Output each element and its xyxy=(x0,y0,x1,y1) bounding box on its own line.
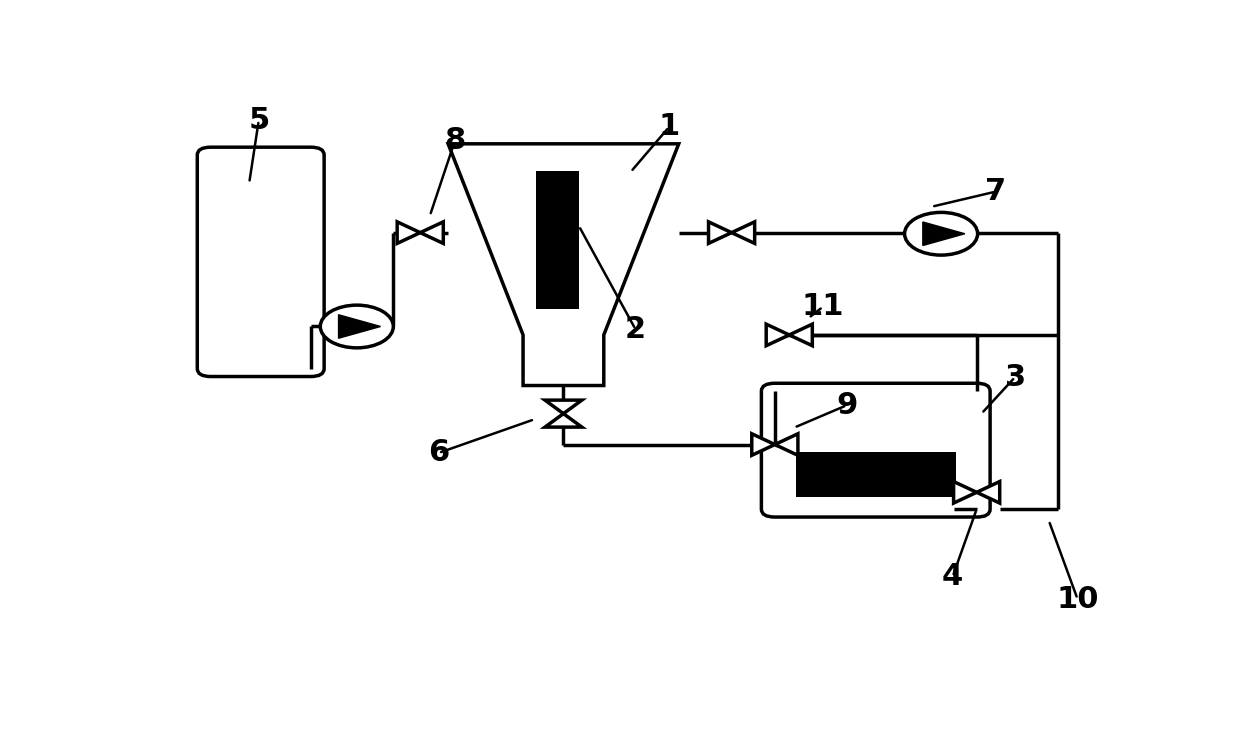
Polygon shape xyxy=(775,434,797,456)
Polygon shape xyxy=(954,482,977,503)
Polygon shape xyxy=(977,482,999,503)
Text: 10: 10 xyxy=(1056,585,1099,614)
Polygon shape xyxy=(708,222,732,243)
Polygon shape xyxy=(789,324,812,346)
Polygon shape xyxy=(339,315,381,338)
Text: 2: 2 xyxy=(625,315,646,344)
Text: 9: 9 xyxy=(836,391,858,420)
Polygon shape xyxy=(397,222,420,243)
Text: 5: 5 xyxy=(248,106,269,135)
Text: 6: 6 xyxy=(428,439,449,467)
Polygon shape xyxy=(751,434,775,456)
Polygon shape xyxy=(544,400,582,414)
Polygon shape xyxy=(766,324,789,346)
Circle shape xyxy=(320,305,393,348)
Polygon shape xyxy=(448,144,678,385)
FancyBboxPatch shape xyxy=(761,383,990,517)
Text: 4: 4 xyxy=(942,562,963,591)
FancyBboxPatch shape xyxy=(197,147,324,377)
Circle shape xyxy=(904,212,977,255)
Bar xyxy=(796,452,956,497)
Polygon shape xyxy=(732,222,755,243)
Text: 3: 3 xyxy=(1004,363,1025,391)
Text: 7: 7 xyxy=(986,177,1007,206)
Polygon shape xyxy=(420,222,444,243)
Text: 11: 11 xyxy=(801,292,844,321)
Text: 8: 8 xyxy=(444,126,465,155)
Text: 1: 1 xyxy=(658,112,680,142)
Polygon shape xyxy=(544,414,582,427)
Polygon shape xyxy=(923,222,965,245)
Bar xyxy=(536,171,579,309)
